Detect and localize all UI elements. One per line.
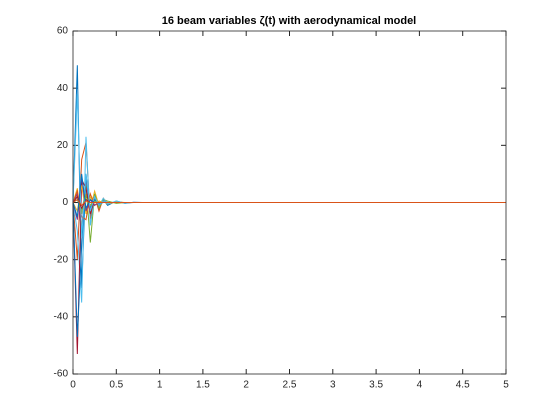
y-tick-label: -20 [54, 254, 69, 265]
axes-box [72, 30, 507, 375]
y-tick-label: 40 [57, 83, 69, 94]
y-tick-label: -60 [54, 369, 69, 380]
chart-title: 16 beam variables ζ(t) with aerodynamica… [162, 15, 417, 27]
x-tick-label: 0.5 [109, 380, 123, 391]
x-tick-label: 5 [503, 380, 509, 391]
x-tick-label: 0 [70, 380, 76, 391]
x-tick-label: 4.5 [456, 380, 470, 391]
x-tick-label: 1.5 [196, 380, 210, 391]
x-tick-label: 4 [417, 380, 423, 391]
y-tick-label: 20 [57, 140, 69, 151]
x-tick-label: 2 [243, 380, 249, 391]
x-tick-label: 3.5 [369, 380, 383, 391]
series-line [72, 198, 506, 207]
x-tick-label: 2.5 [283, 380, 297, 391]
x-tick-label: 3 [330, 380, 336, 391]
y-tick-label: 0 [62, 197, 68, 208]
x-tick-label: 1 [157, 380, 163, 391]
y-tick-label: -40 [54, 311, 69, 322]
y-tick-label: 60 [57, 26, 69, 37]
